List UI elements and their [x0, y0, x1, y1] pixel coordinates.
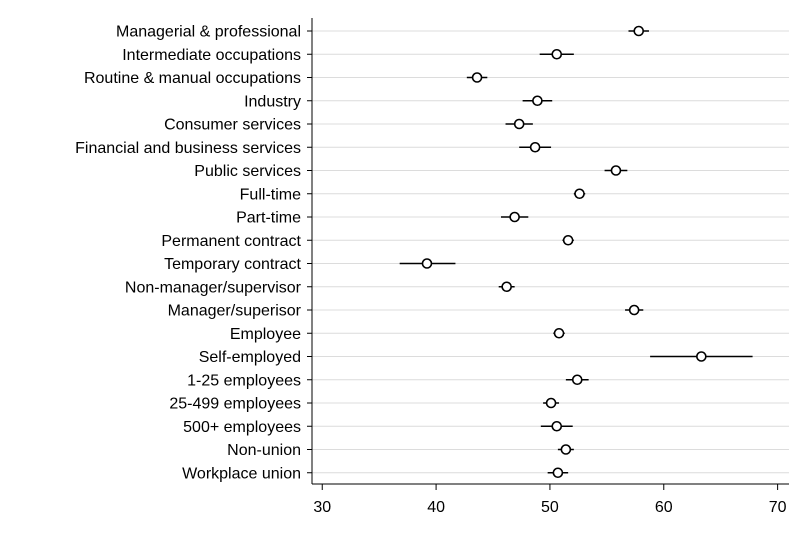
x-tick-label: 70: [769, 499, 787, 516]
x-axis-ticks: 30 40 50 60 70: [313, 484, 787, 516]
category-label: Manager/superisor: [168, 303, 302, 320]
category-label: Consumer services: [164, 117, 301, 134]
point-marker: [560, 444, 572, 455]
point-marker: [562, 234, 574, 246]
category-label: Routine & manual occupations: [84, 70, 301, 87]
category-label: Self-employed: [199, 349, 301, 366]
x-tick-label: 30: [313, 499, 331, 516]
category-label: 1-25 employees: [187, 372, 301, 389]
category-label: Part-time: [236, 210, 301, 227]
point-marker: [551, 420, 563, 432]
point-marker: [553, 327, 565, 339]
x-tick-label: 50: [541, 499, 559, 516]
point-marker: [552, 467, 564, 479]
point-marker: [509, 211, 520, 223]
category-label: 25-499 employees: [169, 396, 301, 413]
category-label: Financial and business services: [75, 140, 301, 157]
x-tick-label: 60: [655, 499, 673, 516]
point-marker: [574, 188, 585, 200]
category-label: 500+ employees: [183, 419, 301, 436]
category-label: Permanent contract: [161, 233, 301, 250]
x-tick-label: 40: [427, 499, 445, 516]
category-label: Intermediate occupations: [122, 47, 301, 64]
point-marker: [421, 258, 433, 269]
point-marker: [529, 141, 541, 153]
category-label: Non-union: [227, 442, 301, 459]
point-marker: [633, 25, 645, 37]
category-label: Managerial & professional: [116, 24, 301, 41]
point-marker: [545, 397, 557, 409]
category-label: Industry: [244, 93, 301, 110]
point-marker: [513, 118, 525, 130]
point-marker: [610, 165, 622, 176]
point-marker: [571, 374, 583, 386]
point-marker: [471, 72, 483, 83]
point-marker: [628, 304, 640, 316]
category-label: Workplace union: [182, 465, 301, 482]
category-label: Full-time: [240, 186, 301, 203]
data-points: [399, 25, 753, 479]
point-marker: [532, 95, 543, 107]
axes: [307, 18, 789, 485]
category-label: Non-manager/supervisor: [125, 279, 302, 296]
category-label: Employee: [230, 326, 301, 343]
category-label: Temporary contract: [164, 256, 301, 273]
point-marker: [551, 48, 563, 60]
category-label: Public services: [194, 163, 301, 180]
point-marker: [696, 351, 707, 362]
point-marker: [501, 281, 512, 293]
category-labels: Managerial & professional Intermediate oc…: [75, 24, 302, 483]
